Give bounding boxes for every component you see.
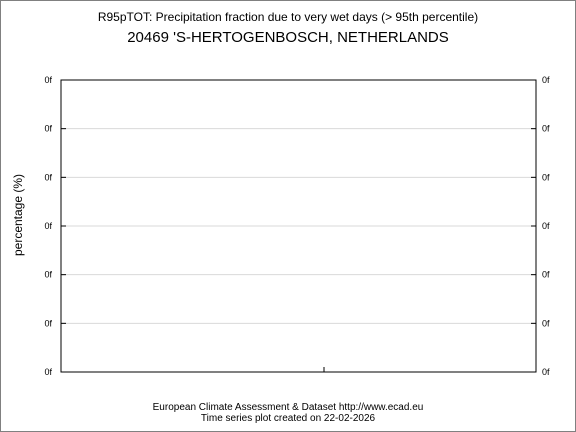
y-axis-ticks: 0f 0f 0f 0f 0f 0f 0f 0f 0f 0f 0f 0f 0f 0f <box>44 75 550 377</box>
grid-lines <box>61 128 536 324</box>
y-tick-label-right: 0f <box>542 318 550 328</box>
footer-source: European Climate Assessment & Dataset ht… <box>153 402 424 413</box>
y-tick-label-left: 0f <box>44 172 52 182</box>
y-axis-label: percentage (%) <box>11 174 25 256</box>
y-tick-label-left: 0f <box>44 124 52 134</box>
y-tick-label-left: 0f <box>44 270 52 280</box>
y-tick-label-left: 0f <box>44 75 52 85</box>
y-tick-label-right: 0f <box>542 221 550 231</box>
y-tick-label-right: 0f <box>542 124 550 134</box>
chart-subtitle: 20469 'S-HERTOGENBOSCH, NETHERLANDS <box>127 29 449 46</box>
y-tick-label-right: 0f <box>542 367 550 377</box>
y-tick-label-left: 0f <box>44 367 52 377</box>
y-tick-label-left: 0f <box>44 318 52 328</box>
footer-created: Time series plot created on 22-02-2026 <box>201 413 376 424</box>
y-tick-label-left: 0f <box>44 221 52 231</box>
y-tick-label-right: 0f <box>542 75 550 85</box>
y-tick-label-right: 0f <box>542 270 550 280</box>
chart-title: R95pTOT: Precipitation fraction due to v… <box>98 10 478 24</box>
y-tick-label-right: 0f <box>542 172 550 182</box>
